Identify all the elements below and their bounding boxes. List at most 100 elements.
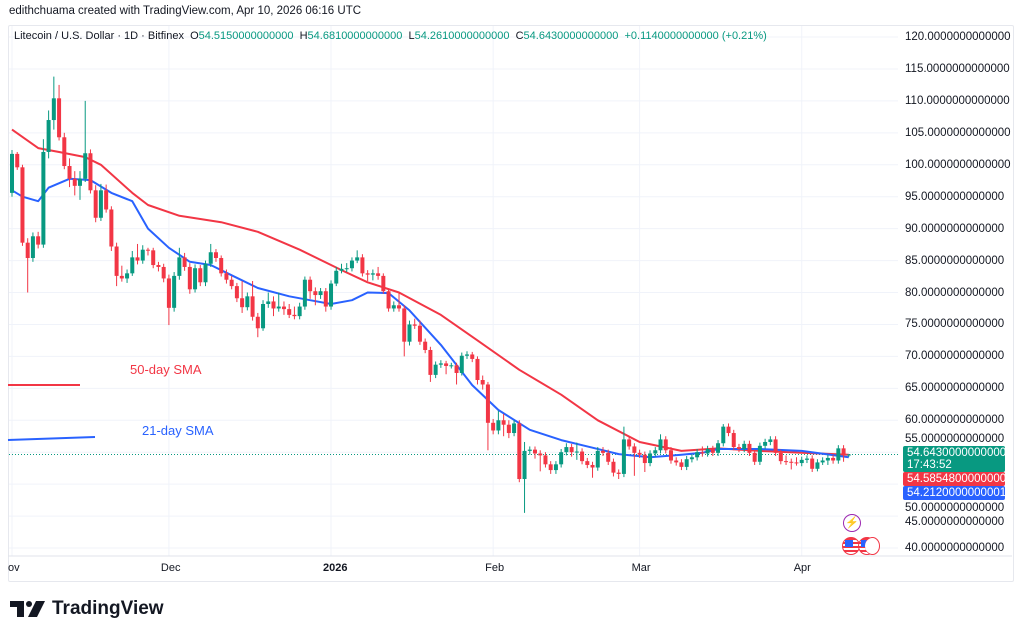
candle-up <box>496 420 501 431</box>
candle-down <box>271 301 276 309</box>
candle-down <box>287 309 292 315</box>
candle-up <box>820 460 825 463</box>
candle-up <box>83 153 88 179</box>
candle-up <box>245 296 250 308</box>
candle-down <box>679 462 684 467</box>
candle-down <box>381 275 386 292</box>
candle-up <box>370 273 375 275</box>
chart-panel[interactable] <box>8 25 1014 582</box>
candle-down <box>187 266 192 290</box>
candle-down <box>198 268 203 283</box>
attribution: edithchuama created with TradingView.com… <box>9 5 362 17</box>
candle-up <box>276 306 281 309</box>
time-tick-label: Feb <box>485 562 505 574</box>
sma21-price-tag: 54.2120000000001 <box>903 486 1005 500</box>
candle-up <box>407 324 412 342</box>
price-tick-label: 85.0000000000000 <box>905 254 1005 267</box>
candle-down <box>166 278 171 308</box>
candle-down <box>632 446 637 453</box>
candle-down <box>789 461 794 463</box>
candle-down <box>156 265 161 267</box>
close-value: 54.6430000000000 <box>523 30 619 42</box>
candle-down <box>119 275 124 279</box>
candle-down <box>700 452 705 454</box>
candle-down <box>485 384 490 423</box>
candle-down <box>747 443 752 453</box>
candle-up <box>757 445 762 462</box>
price-tick-label: 75.0000000000000 <box>905 318 1005 331</box>
candle-up <box>522 450 527 480</box>
candle-up <box>344 268 349 270</box>
candle-up <box>705 448 710 454</box>
candle-down <box>778 452 783 462</box>
candle-down <box>548 464 553 471</box>
tradingview-logo[interactable]: TradingView <box>10 598 164 620</box>
candle-down <box>668 450 673 461</box>
candle-down <box>250 296 255 317</box>
candle-down <box>773 439 778 453</box>
candle-down <box>533 449 537 454</box>
ohlc-legend: Litecoin / U.S. Dollar · 1D · Bitfinex O… <box>14 30 767 42</box>
candle-down <box>810 458 815 469</box>
candle-down <box>585 461 590 465</box>
candle-down <box>313 291 318 296</box>
candle-down <box>281 306 286 310</box>
low-label: L <box>408 30 415 42</box>
candle-up <box>684 459 689 467</box>
candle-down <box>15 153 20 168</box>
candle-down <box>731 433 736 448</box>
low-value: 54.2610000000000 <box>414 30 510 42</box>
sma21-annotation-line <box>7 436 96 441</box>
candle-down <box>423 341 428 350</box>
candle-up <box>465 354 470 356</box>
candle-up <box>574 451 579 453</box>
candle-up <box>302 279 307 307</box>
open-label: O <box>190 30 199 42</box>
candle-down <box>642 454 647 464</box>
candle-down <box>637 452 642 455</box>
candle-down <box>674 460 679 463</box>
candle-up <box>77 178 82 186</box>
candle-down <box>444 363 449 366</box>
candle-down <box>224 273 229 280</box>
candle-down <box>831 457 836 461</box>
symbol-label[interactable]: Litecoin / U.S. Dollar · 1D · Bitfinex <box>14 30 184 42</box>
candle-down <box>36 236 41 245</box>
time-tick-label: Apr <box>793 562 811 574</box>
price-tick-label: 55.0000000000000 <box>905 433 1005 445</box>
candle-up <box>742 443 747 449</box>
candle-down <box>611 461 616 473</box>
candle-down <box>386 291 391 309</box>
lightning-icon[interactable]: ⚡ <box>843 514 861 532</box>
candle-down <box>240 298 245 308</box>
sma21-annotation: 21-day SMA <box>142 423 214 438</box>
candle-up <box>125 273 130 279</box>
last-price-tag: 54.6430000000000 17:43:52 <box>903 446 1005 472</box>
last-price: 54.6430000000000 <box>907 447 1005 459</box>
candle-down <box>20 167 25 243</box>
candle-down <box>590 464 595 468</box>
candle-up <box>768 439 773 442</box>
sma50-line <box>11 128 849 456</box>
candle-down <box>145 249 150 251</box>
logo-text: TradingView <box>52 598 164 619</box>
candle-up <box>318 291 323 296</box>
candle-up <box>527 449 532 451</box>
candle-up <box>836 448 841 461</box>
candle-down <box>752 452 757 462</box>
open-value: 54.5150000000000 <box>198 30 294 42</box>
candle-up <box>172 275 177 308</box>
candle-down <box>234 286 239 299</box>
candle-up <box>297 306 302 317</box>
candle-up <box>648 453 653 464</box>
candle-up <box>193 268 198 290</box>
candle-down <box>784 461 789 463</box>
candle-down <box>67 166 72 179</box>
candle-up <box>763 441 768 446</box>
candle-down <box>161 266 166 279</box>
candle-down <box>569 447 574 453</box>
candle-up <box>799 459 804 464</box>
candle-down <box>360 257 365 274</box>
candle-up <box>846 454 851 456</box>
